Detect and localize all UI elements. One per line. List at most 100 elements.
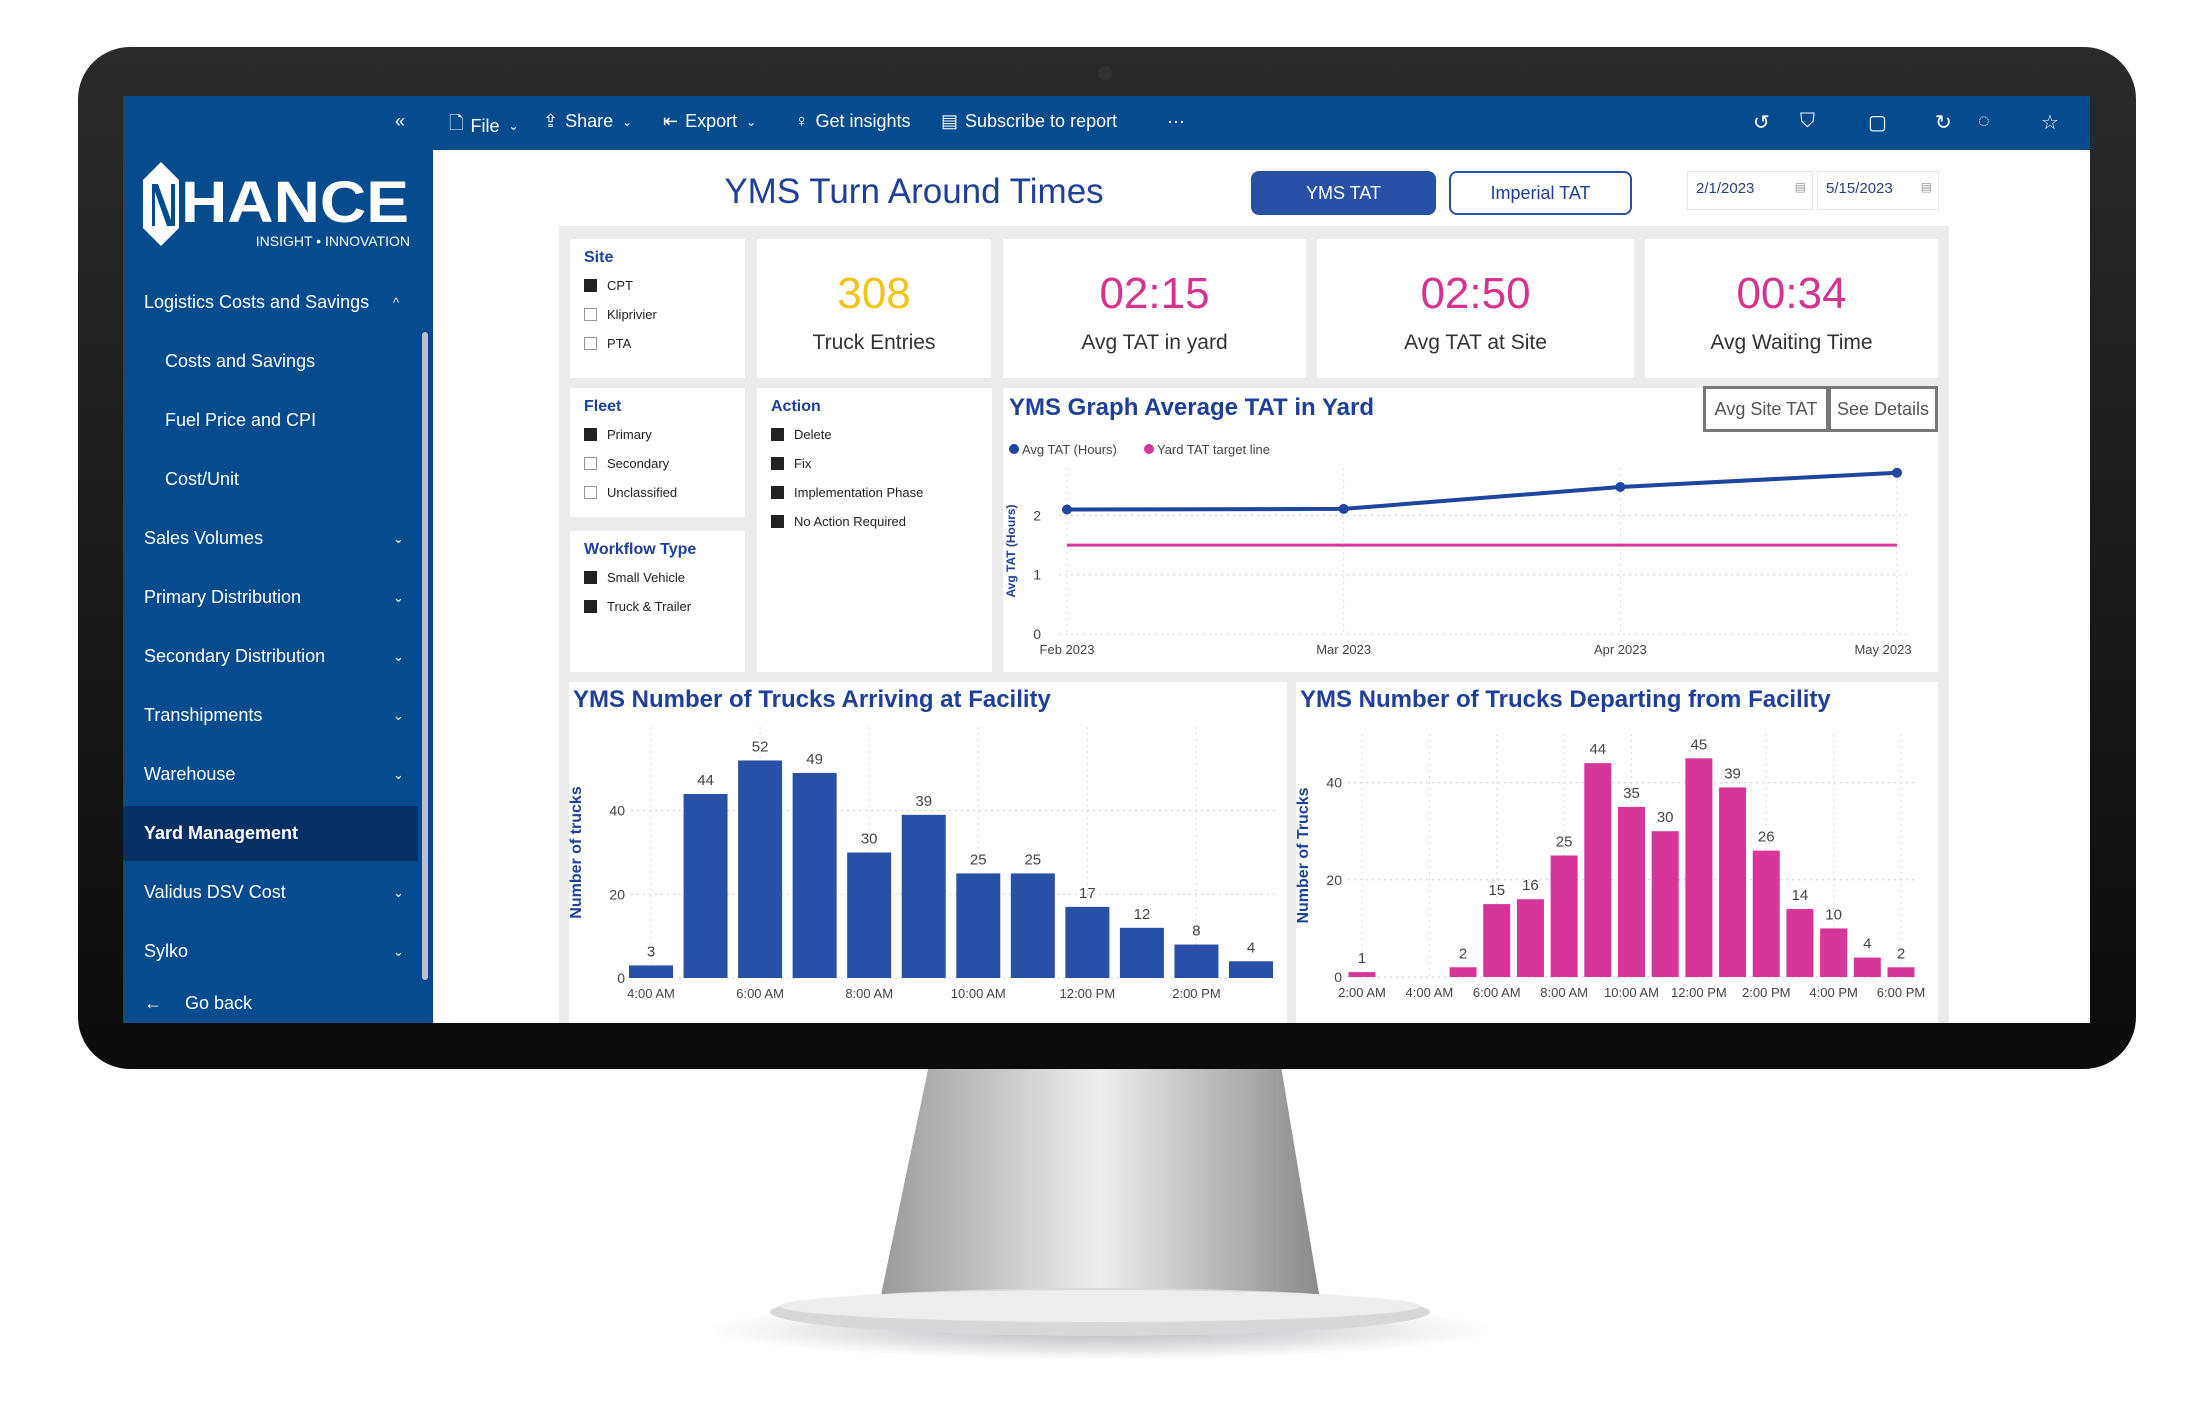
bar [738,760,783,978]
slicer-option[interactable]: Small Vehicle [584,570,685,585]
checkbox[interactable] [771,428,784,441]
checkbox[interactable] [771,486,784,499]
view-icon[interactable]: ▢ [1868,112,1887,134]
file-icon: 🗋 [449,113,464,133]
go-back-link[interactable]: ← Go back [123,988,418,1018]
see-details-button[interactable]: See Details [1828,386,1938,432]
checkbox[interactable] [771,515,784,528]
slicer-option[interactable]: Implementation Phase [771,485,923,500]
checkbox[interactable] [584,428,597,441]
slicer-option[interactable]: Fix [771,456,811,471]
data-label: 15 [1488,882,1505,899]
y-tick-label: 0 [1334,969,1342,985]
checkbox[interactable] [584,308,597,321]
chevron-down-icon[interactable]: ⌄ [393,589,404,605]
x-tick-label: 6:00 PM [1877,985,1925,1000]
yms-tat-button[interactable]: YMS TAT [1251,171,1436,215]
checkbox[interactable] [584,571,597,584]
y-tick-label: 0 [617,970,625,986]
slicer-option[interactable]: PTA [584,336,631,351]
bar [901,814,946,978]
chevron-down-icon: ⌄ [746,114,757,129]
chevron-down-icon: ⌄ [508,119,519,133]
logo-tagline: INSIGHT • INNOVATION [256,233,410,249]
favorite-star-icon[interactable]: ☆ [2041,112,2059,134]
undo-icon[interactable]: ↺ [1753,112,1770,134]
refresh-icon[interactable]: ↻ [1935,112,1952,134]
chart-title: YMS Number of Trucks Departing from Faci… [1300,686,1831,713]
bar [1786,908,1814,977]
data-point [1892,467,1902,478]
checkbox[interactable] [584,457,597,470]
chevron-down-icon[interactable]: ⌄ [393,943,404,959]
action-slicer: Action Delete Fix Implementation Phase No Ac… [757,388,992,672]
legend-marker [1009,444,1019,454]
x-tick-label: 2:00 PM [1742,985,1790,1000]
sidebar-item-fuel-price-and-cpi[interactable]: Fuel Price and CPI [123,393,418,448]
bar [1516,899,1544,977]
comment-icon[interactable]: ◌ [1978,110,1990,132]
nhance-logo: HANCE INSIGHT • INNOVATION [143,162,410,249]
checkbox[interactable] [584,279,597,292]
slicer-option[interactable]: Unclassified [584,485,677,500]
slicer-option[interactable]: Truck & Trailer [584,599,691,614]
checkbox[interactable] [584,600,597,613]
date-to-input[interactable]: 5/15/2023 ▤ [1817,171,1939,210]
export-menu[interactable]: ⇤ Export ⌄ [663,111,756,132]
option-label: Secondary [607,456,670,471]
sidebar-item-costs-and-savings[interactable]: Costs and Savings [123,334,418,389]
sidebar-item-validus-dsv-cost[interactable]: Validus DSV Cost ⌄ [123,865,418,920]
date-from-input[interactable]: 2/1/2023 ▤ [1687,171,1813,210]
sidebar-item-primary-distribution[interactable]: Primary Distribution ⌄ [123,570,418,625]
sidebar-item-secondary-distribution[interactable]: Secondary Distribution ⌄ [123,629,418,684]
chevron-down-icon[interactable]: ⌄ [393,884,404,900]
data-label: 2 [1459,945,1467,962]
slicer-option[interactable]: No Action Required [771,514,906,529]
file-menu[interactable]: 🗋 File ⌄ [449,111,519,141]
lightbulb-icon: ♀ [795,111,809,131]
chevron-down-icon[interactable]: ⌄ [393,766,404,782]
sidebar-item-warehouse[interactable]: Warehouse ⌄ [123,747,418,802]
report-canvas: YMS Turn Around Times YMS TAT Imperial T… [433,150,2090,1023]
avg-site-tat-button[interactable]: Avg Site TAT [1703,386,1829,432]
subscribe-button[interactable]: ▤ Subscribe to report [941,111,1117,132]
sidebar-item-yard-management[interactable]: Yard Management [123,806,418,861]
arrow-left-icon: ← [144,992,162,1013]
data-label: 44 [697,772,714,789]
slicer-option[interactable]: CPT [584,278,633,293]
kpi-value: 00:34 [1736,269,1847,318]
imperial-tat-button[interactable]: Imperial TAT [1449,171,1632,215]
get-insights-button[interactable]: ♀ Get insights [795,111,911,132]
y-tick-label: 1 [1033,567,1041,583]
more-options-button[interactable]: ··· [1167,111,1185,131]
chevron-down-icon[interactable]: ⌄ [393,648,404,664]
chevron-up-icon[interactable]: ^ [393,295,400,310]
bar [1719,787,1747,977]
sidebar-item-logistics-costs-and-savings[interactable]: Logistics Costs and Savings ^ [123,275,418,330]
slicer-option[interactable]: Secondary [584,456,669,471]
calendar-icon[interactable]: ▤ [1920,180,1932,194]
sidebar-item-cost-unit[interactable]: Cost/Unit [123,452,418,507]
sidebar-item-sylko[interactable]: Sylko ⌄ [123,924,418,979]
checkbox[interactable] [771,457,784,470]
share-menu[interactable]: ⇪ Share ⌄ [543,111,632,132]
slicer-option[interactable]: Delete [771,427,832,442]
slicer-option[interactable]: Kliprivier [584,307,657,322]
share-label: Share [565,111,614,131]
sidebar-scrollbar[interactable] [422,332,428,980]
option-label: PTA [607,336,632,351]
chevron-down-icon[interactable]: ⌄ [393,707,404,723]
sidebar-item-transhipments[interactable]: Transhipments ⌄ [123,688,418,743]
chevron-down-icon[interactable]: ⌄ [393,530,404,546]
checkbox[interactable] [584,337,597,350]
option-label: Fix [794,456,812,471]
subscribe-label: Subscribe to report [965,111,1118,131]
checkbox[interactable] [584,486,597,499]
bar [1584,763,1612,977]
calendar-icon[interactable]: ▤ [1794,180,1806,194]
slicer-option[interactable]: Primary [584,427,652,442]
collapse-nav-button[interactable]: « [395,111,406,131]
legend-label: Avg TAT (Hours) [1022,442,1117,457]
bookmark-icon[interactable]: ⛉ [1800,110,1815,132]
sidebar-item-sales-volumes[interactable]: Sales Volumes ⌄ [123,511,418,566]
